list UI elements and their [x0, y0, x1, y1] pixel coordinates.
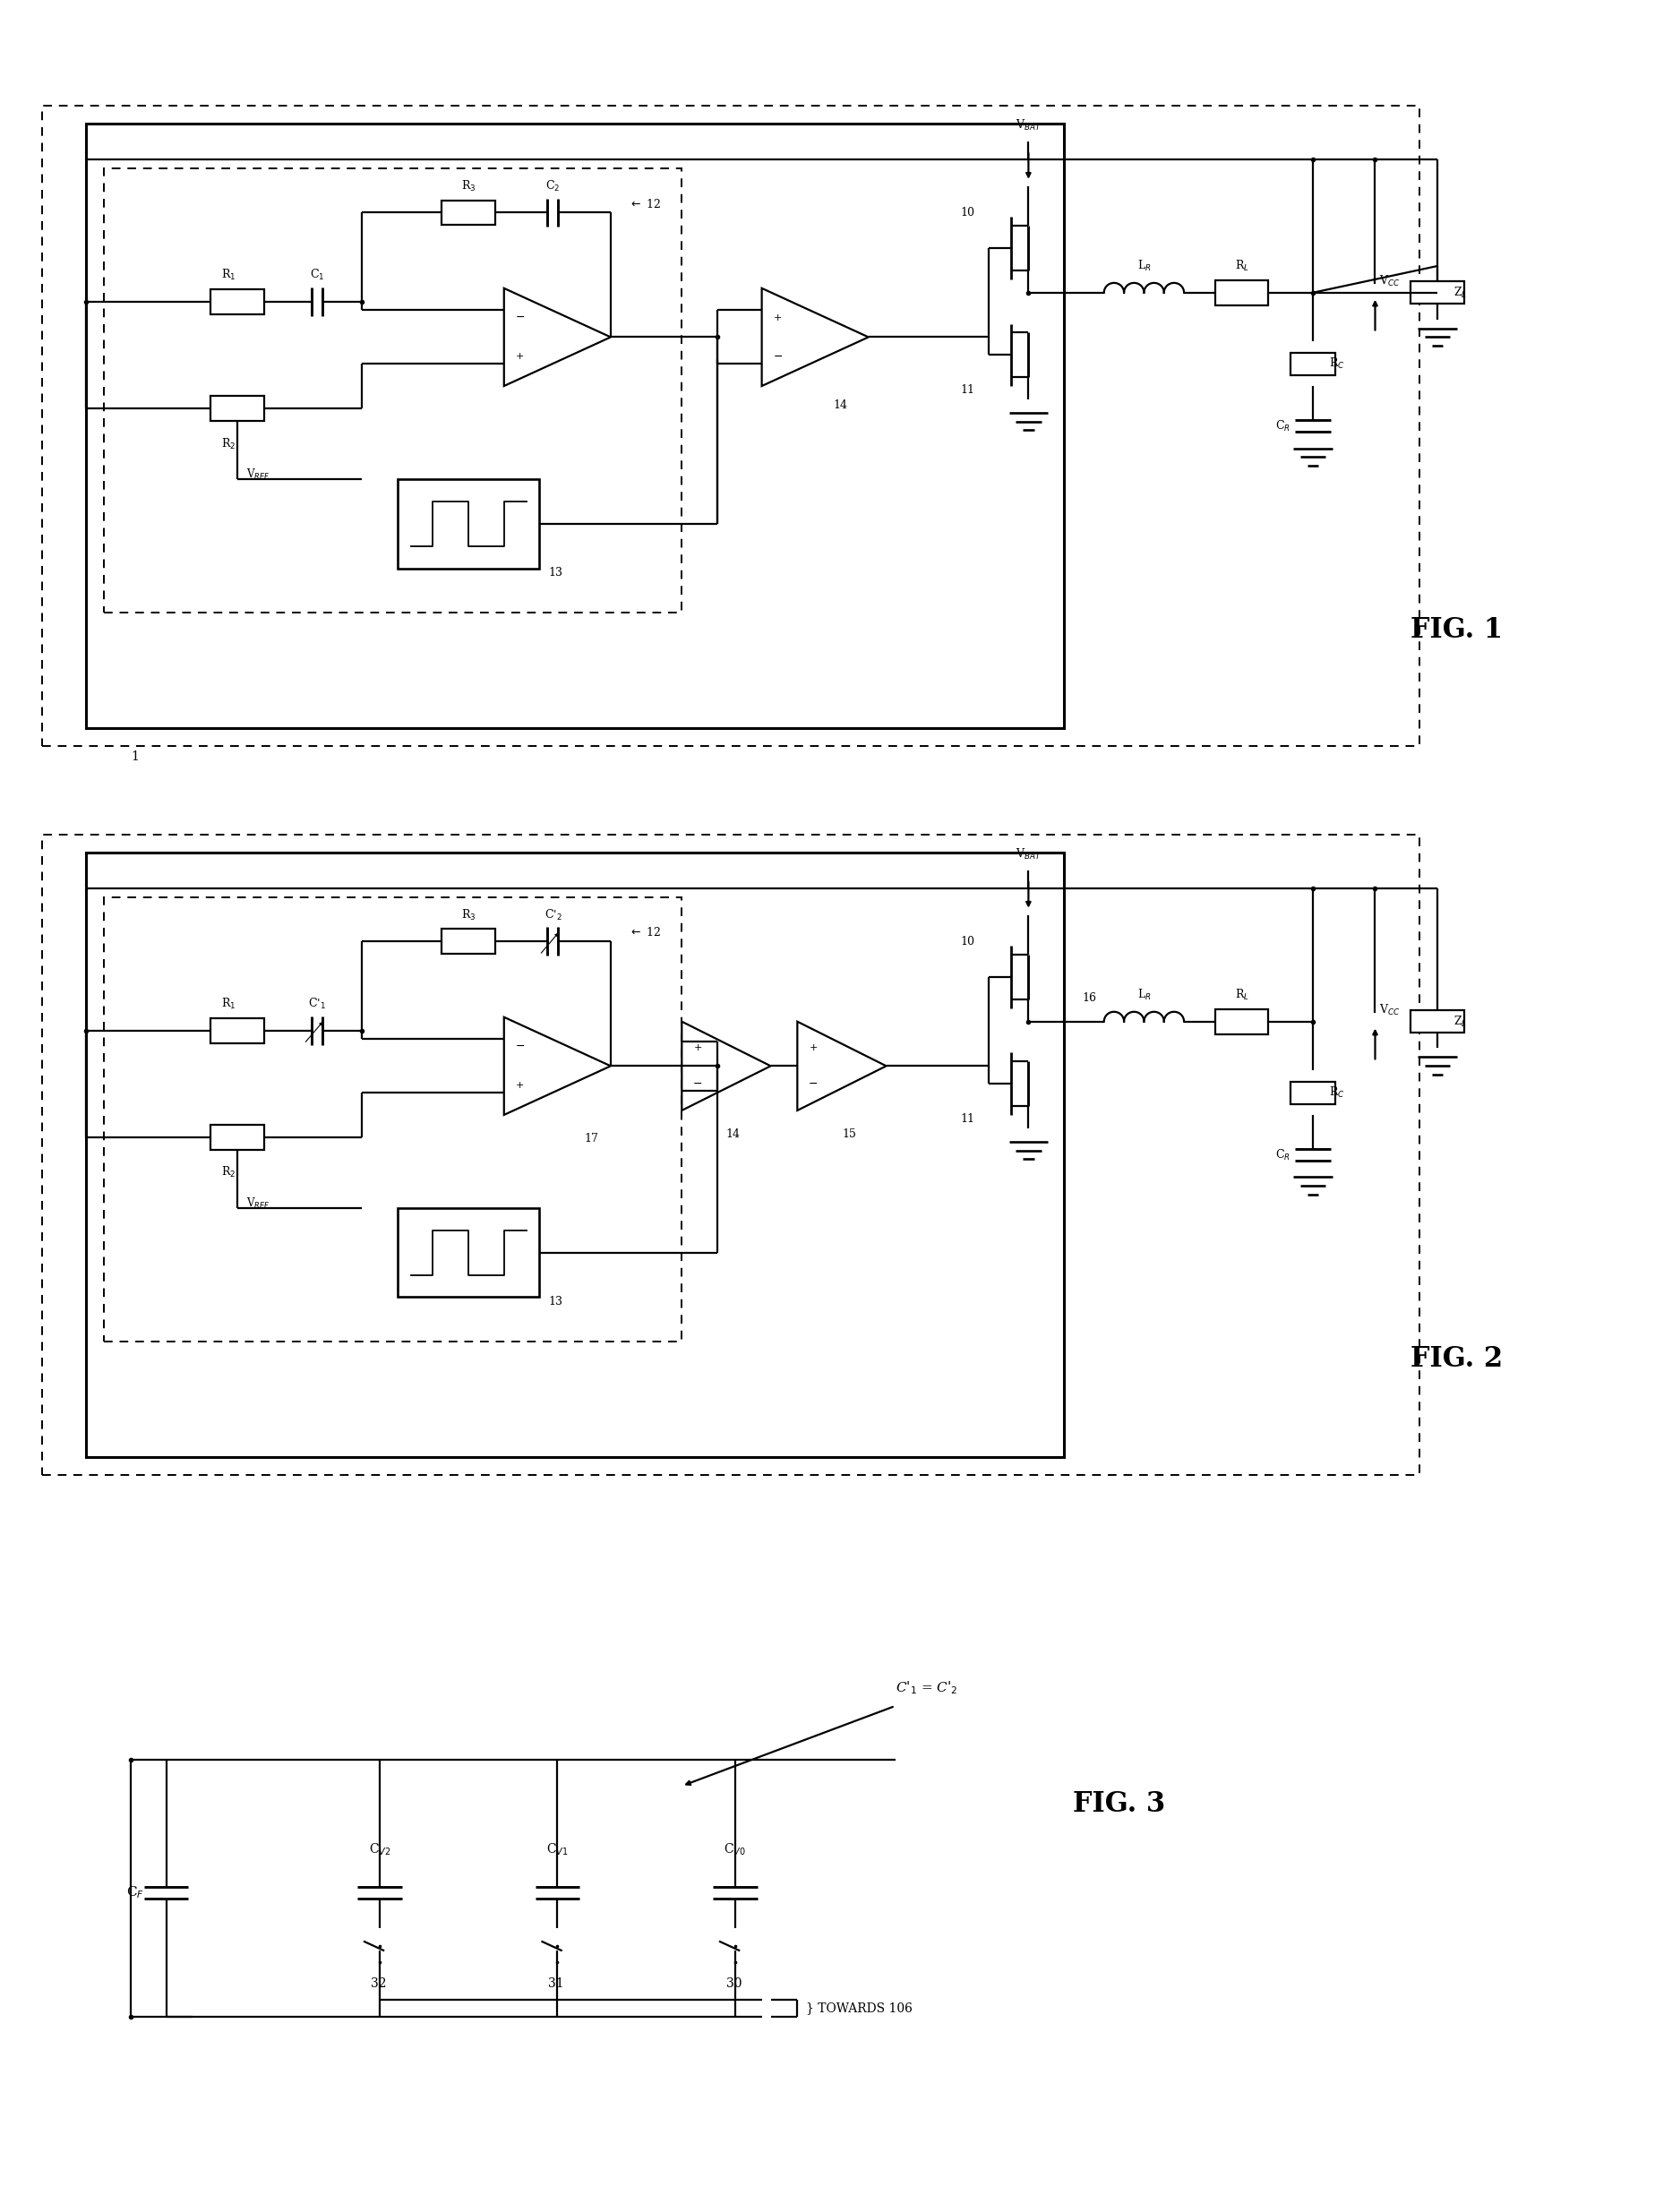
- Text: Z$_L$: Z$_L$: [1453, 285, 1466, 301]
- Text: −: −: [809, 1077, 818, 1091]
- Bar: [211, 1124, 264, 1150]
- Text: R$_1$: R$_1$: [221, 998, 236, 1011]
- Bar: [87, 124, 1063, 728]
- Text: R$_C$: R$_C$: [1329, 1086, 1344, 1099]
- Text: 13: 13: [548, 566, 563, 580]
- Text: 11: 11: [961, 385, 975, 396]
- Text: R$_1$: R$_1$: [221, 268, 236, 283]
- Text: +: +: [515, 352, 525, 361]
- Text: R$_2$: R$_2$: [221, 436, 236, 451]
- Bar: [1216, 281, 1269, 305]
- Bar: [104, 168, 682, 613]
- Text: C$_{V1}$: C$_{V1}$: [547, 1843, 568, 1858]
- Bar: [398, 480, 540, 568]
- Text: $\leftarrow$ 12: $\leftarrow$ 12: [629, 197, 660, 210]
- Text: Z$_L$: Z$_L$: [1453, 1015, 1466, 1029]
- Text: +: +: [515, 1082, 525, 1091]
- Text: 14: 14: [726, 1128, 741, 1139]
- Bar: [211, 396, 264, 420]
- Bar: [211, 1018, 264, 1042]
- Text: R$_3$: R$_3$: [461, 907, 477, 922]
- Bar: [1291, 352, 1336, 374]
- Text: V$_{CC}$: V$_{CC}$: [1379, 274, 1401, 288]
- Text: FIG. 3: FIG. 3: [1073, 1790, 1165, 1818]
- Text: −: −: [515, 312, 525, 323]
- Text: } TOWARDS 106: } TOWARDS 106: [806, 2002, 913, 2015]
- Text: 10: 10: [961, 208, 975, 219]
- Text: C$_{V0}$: C$_{V0}$: [724, 1843, 746, 1858]
- Text: V$_{BAT}$: V$_{BAT}$: [1015, 847, 1042, 860]
- Text: C$'_1$ = C$'_2$: C$'_1$ = C$'_2$: [895, 1679, 958, 1697]
- Text: C$_{V2}$: C$_{V2}$: [368, 1843, 391, 1858]
- Text: R$_C$: R$_C$: [1329, 356, 1344, 372]
- Text: R$_L$: R$_L$: [1234, 989, 1249, 1002]
- Bar: [441, 201, 495, 226]
- Text: 31: 31: [548, 1978, 563, 1989]
- Text: L$_R$: L$_R$: [1137, 989, 1150, 1002]
- Text: +: +: [774, 314, 782, 323]
- Text: −: −: [772, 352, 782, 363]
- Text: C$_1$: C$_1$: [309, 268, 324, 283]
- Text: C$_F$: C$_F$: [125, 1885, 144, 1900]
- Text: 17: 17: [584, 1133, 599, 1144]
- Bar: [441, 929, 495, 953]
- Text: V$_{CC}$: V$_{CC}$: [1379, 1002, 1401, 1018]
- Text: FIG. 1: FIG. 1: [1411, 617, 1503, 644]
- Text: 10: 10: [961, 936, 975, 947]
- Text: 15: 15: [841, 1128, 856, 1139]
- Text: V$_{REF}$: V$_{REF}$: [246, 467, 269, 482]
- Bar: [1216, 1009, 1269, 1033]
- Bar: [1411, 1011, 1465, 1033]
- Bar: [42, 834, 1420, 1475]
- Text: $\leftarrow$ 12: $\leftarrow$ 12: [629, 927, 660, 938]
- Text: C$_2$: C$_2$: [545, 179, 560, 192]
- Text: 16: 16: [1082, 993, 1097, 1004]
- Text: V$_{BAT}$: V$_{BAT}$: [1015, 117, 1042, 133]
- Bar: [1411, 281, 1465, 303]
- Text: +: +: [809, 1044, 818, 1053]
- Bar: [211, 290, 264, 314]
- Bar: [42, 106, 1420, 745]
- Text: L$_R$: L$_R$: [1137, 259, 1150, 274]
- Text: C$_R$: C$_R$: [1276, 1148, 1291, 1161]
- Text: FIG. 2: FIG. 2: [1411, 1345, 1503, 1374]
- Text: −: −: [515, 1040, 525, 1053]
- Bar: [1291, 1082, 1336, 1104]
- Text: V$_{REF}$: V$_{REF}$: [246, 1197, 269, 1210]
- Text: 11: 11: [961, 1113, 975, 1126]
- Text: 13: 13: [548, 1296, 563, 1307]
- Text: 32: 32: [371, 1978, 386, 1989]
- Text: +: +: [694, 1044, 702, 1053]
- Text: −: −: [694, 1077, 702, 1091]
- Bar: [398, 1208, 540, 1296]
- Text: 14: 14: [833, 400, 848, 411]
- Text: R$_L$: R$_L$: [1234, 259, 1249, 274]
- Bar: [104, 898, 682, 1340]
- Text: R$_3$: R$_3$: [461, 179, 477, 192]
- Bar: [87, 852, 1063, 1458]
- Text: 30: 30: [726, 1978, 742, 1989]
- Text: C$'_2$: C$'_2$: [543, 907, 562, 922]
- Text: R$_2$: R$_2$: [221, 1166, 236, 1179]
- Text: C$_R$: C$_R$: [1276, 418, 1291, 434]
- Text: C$'_1$: C$'_1$: [308, 998, 326, 1011]
- Text: 1: 1: [130, 750, 139, 763]
